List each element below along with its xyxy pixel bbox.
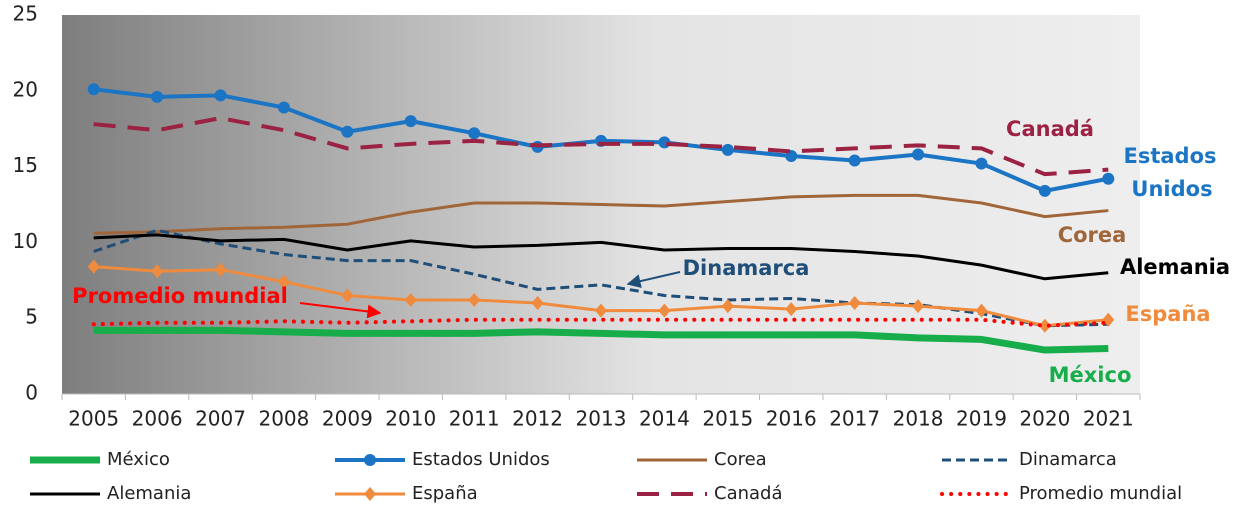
annotation: Estados xyxy=(1123,144,1216,168)
marker xyxy=(975,157,988,170)
y-tick-label: 0 xyxy=(25,381,38,405)
annotation: Corea xyxy=(1058,223,1127,247)
x-tick-label: 2006 xyxy=(132,407,183,431)
x-tick-label: 2018 xyxy=(893,407,944,431)
marker xyxy=(87,259,100,274)
series-line xyxy=(93,116,1109,177)
annotation: Canadá xyxy=(1006,117,1094,141)
y-tick-label: 20 xyxy=(13,77,38,101)
marker xyxy=(468,293,481,308)
series-line xyxy=(93,326,1109,354)
x-tick-label: 2008 xyxy=(258,407,309,431)
marker xyxy=(341,125,354,138)
marker xyxy=(531,296,544,311)
x-tick-label: 2011 xyxy=(449,407,500,431)
marker xyxy=(214,89,227,102)
marker xyxy=(404,115,417,128)
marker xyxy=(912,148,925,161)
marker xyxy=(975,303,988,318)
x-tick-label: 2017 xyxy=(829,407,880,431)
y-tick-label: 25 xyxy=(13,2,38,26)
y-tick-label: 10 xyxy=(13,229,38,253)
legend-label: Promedio mundial xyxy=(1019,483,1182,504)
y-tick-label: 15 xyxy=(13,153,38,177)
series-line xyxy=(93,233,1109,281)
legend-label: Alemania xyxy=(107,483,191,504)
annotation: México xyxy=(1049,363,1132,387)
annotation: Promedio mundial xyxy=(72,284,288,308)
legend-label: Corea xyxy=(714,449,767,470)
series-line xyxy=(91,317,1111,328)
marker xyxy=(214,262,227,277)
marker xyxy=(785,302,798,317)
annotation: España xyxy=(1125,302,1210,326)
x-tick-label: 2010 xyxy=(385,407,436,431)
marker xyxy=(404,293,417,308)
x-tick-label: 2007 xyxy=(195,407,246,431)
arrow xyxy=(299,302,382,319)
marker xyxy=(912,299,925,314)
x-tick-label: 2009 xyxy=(322,407,373,431)
marker xyxy=(1038,184,1051,197)
marker xyxy=(277,101,290,114)
x-tick-label: 2019 xyxy=(956,407,1007,431)
legend-label: Canadá xyxy=(714,483,783,504)
arrow xyxy=(626,271,681,288)
marker xyxy=(151,264,164,279)
marker xyxy=(364,454,376,466)
legend-label: Dinamarca xyxy=(1019,449,1117,470)
annotation: Dinamarca xyxy=(683,256,810,280)
marker xyxy=(721,299,734,314)
marker xyxy=(341,288,354,303)
annotation: Alemania xyxy=(1120,255,1230,279)
marker xyxy=(848,154,861,167)
annotation: Unidos xyxy=(1131,177,1212,201)
marker xyxy=(364,487,376,501)
legend-label: España xyxy=(412,483,478,504)
marker xyxy=(277,274,290,289)
x-tick-label: 2021 xyxy=(1083,407,1134,431)
marker xyxy=(151,90,164,103)
marker xyxy=(1038,318,1051,333)
x-tick-label: 2014 xyxy=(639,407,690,431)
marker xyxy=(658,303,671,318)
x-tick-label: 2013 xyxy=(576,407,627,431)
legend-label: Estados Unidos xyxy=(412,449,550,470)
series-line xyxy=(93,193,1109,235)
marker xyxy=(1102,172,1115,185)
x-tick-label: 2005 xyxy=(68,407,119,431)
x-tick-label: 2016 xyxy=(766,407,817,431)
y-tick-label: 5 xyxy=(25,305,38,329)
x-tick-label: 2015 xyxy=(702,407,753,431)
marker xyxy=(468,127,481,140)
marker xyxy=(595,303,607,318)
marker xyxy=(721,143,734,156)
x-tick-label: 2020 xyxy=(1019,407,1070,431)
legend-label: México xyxy=(107,449,170,470)
x-tick-label: 2012 xyxy=(512,407,563,431)
marker xyxy=(87,83,100,96)
marker xyxy=(848,296,861,311)
